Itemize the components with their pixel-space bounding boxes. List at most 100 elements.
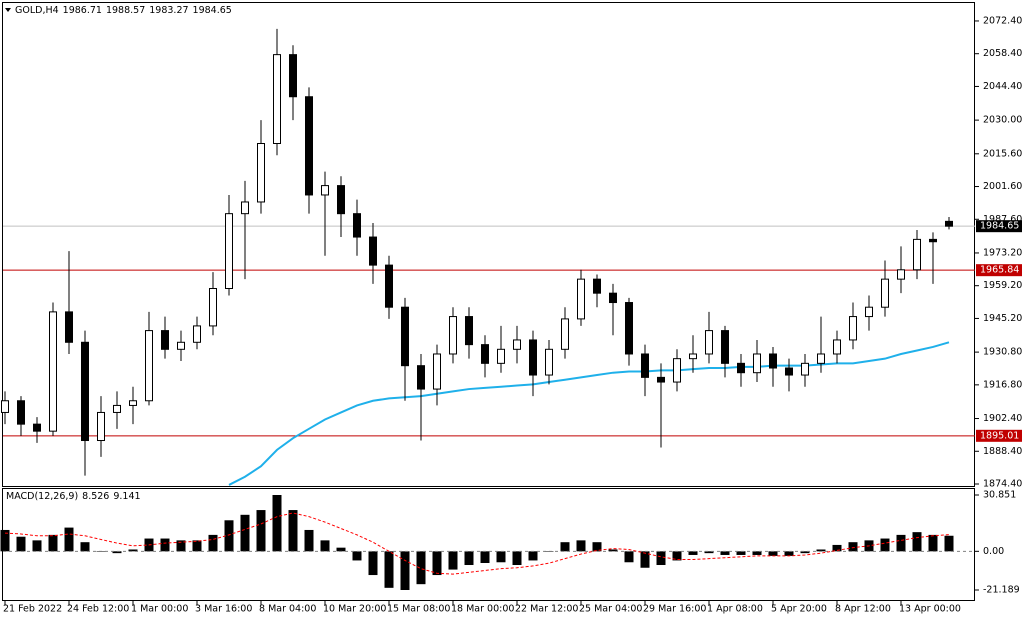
- macd-bar: [432, 551, 442, 576]
- y-tick-label: 2001.60: [983, 181, 1022, 192]
- y-tick-label: 1973.20: [983, 247, 1022, 258]
- macd-bar: [816, 549, 826, 552]
- candle-body: [385, 264, 393, 308]
- macd-bar: [32, 540, 42, 552]
- candle-body: [209, 288, 217, 327]
- menu-arrow[interactable]: [5, 8, 11, 12]
- price-label-box: [976, 264, 1022, 277]
- x-tick-label: 5 Apr 20:00: [771, 604, 827, 615]
- x-tick-label: 8 Apr 12:00: [835, 604, 891, 615]
- macd-bar: [576, 540, 586, 552]
- price-label-box: [976, 220, 1022, 233]
- x-tick-label: 24 Feb 12:00: [67, 604, 129, 615]
- candle-body: [545, 348, 553, 376]
- moving-average: [228, 341, 950, 486]
- candle-body: [833, 339, 841, 355]
- macd-bar: [880, 538, 890, 552]
- price-label: 1895.01: [980, 430, 1019, 441]
- candle-body: [593, 278, 601, 294]
- candle-body: [945, 220, 953, 227]
- macd-bar: [752, 551, 762, 555]
- symbol: GOLD,H4: [15, 5, 59, 16]
- macd-bar: [448, 551, 458, 570]
- x-tick-label: 18 Mar 00:00: [451, 604, 514, 615]
- candle-body: [417, 365, 425, 390]
- macd-bar: [896, 534, 906, 552]
- macd-bar: [192, 540, 202, 552]
- candle-body: [609, 292, 617, 304]
- macd-bar: [160, 538, 170, 552]
- y-tick-label: 2030.00: [983, 115, 1022, 126]
- x-tick-label: 13 Apr 00:00: [899, 604, 961, 615]
- x-tick-label: 15 Mar 08:00: [387, 604, 450, 615]
- header-high: 1988.57: [106, 5, 145, 16]
- macd-bar: [688, 551, 698, 555]
- x-tick-label: 21 Feb 2022: [3, 604, 62, 615]
- macd-bar: [800, 551, 810, 554]
- macd-bar: [416, 551, 426, 585]
- macd-bar: [512, 551, 522, 566]
- signal-value: 9.141: [113, 491, 140, 502]
- y-tick-label: 1930.80: [983, 347, 1022, 358]
- candle-body: [465, 316, 473, 346]
- candle-body: [673, 358, 681, 383]
- candle-body: [625, 302, 633, 355]
- candle-body: [785, 367, 793, 376]
- y-tick-label: 1959.20: [983, 280, 1022, 291]
- macd-bar: [336, 547, 346, 552]
- macd-bar: [848, 542, 858, 552]
- macd-bar: [224, 520, 234, 552]
- macd-bar: [400, 551, 410, 590]
- candle-body: [17, 400, 25, 425]
- macd-bar: [912, 532, 922, 552]
- candle-body: [177, 341, 185, 350]
- macd-bar: [832, 544, 842, 552]
- price-label: 1965.84: [980, 265, 1019, 276]
- candle-body: [225, 213, 233, 290]
- macd-bar: [128, 549, 138, 552]
- candle-body: [561, 318, 569, 350]
- candle-body: [81, 341, 89, 442]
- macd-bar: [240, 514, 250, 552]
- macd-bar: [560, 542, 570, 552]
- candle-body: [481, 344, 489, 364]
- candle-body: [929, 238, 937, 243]
- candle-body: [369, 236, 377, 266]
- macd-bar: [784, 551, 794, 556]
- macd-bar: [368, 551, 378, 576]
- y-tick-label: 1902.40: [983, 413, 1022, 424]
- macd-bar: [592, 542, 602, 552]
- y-tick-label: 1874.40: [983, 479, 1022, 490]
- y-tick-label: 2044.40: [983, 81, 1022, 92]
- candle-body: [449, 316, 457, 355]
- price-label: 1984.65: [980, 221, 1019, 232]
- candle-body: [513, 339, 521, 350]
- y-tick-label: 0.00: [983, 546, 1004, 557]
- macd-bar: [624, 551, 634, 563]
- candle-body: [849, 316, 857, 341]
- candle-body: [401, 306, 409, 367]
- candle-body: [1, 400, 9, 413]
- candle-body: [193, 325, 201, 343]
- macd-bar: [288, 510, 298, 552]
- macd-bar: [48, 534, 58, 552]
- y-tick-label: 1945.20: [983, 313, 1022, 324]
- x-tick-label: 1 Apr 08:00: [707, 604, 763, 615]
- candle-body: [641, 353, 649, 378]
- macd-label: MACD(12,26,9): [6, 491, 78, 502]
- x-tick-label: 8 Mar 04:00: [259, 604, 316, 615]
- candle-body: [529, 339, 537, 376]
- x-tick-label: 29 Mar 16:00: [643, 604, 706, 615]
- macd-bar: [80, 542, 90, 552]
- x-tick-label: 25 Mar 04:00: [579, 604, 642, 615]
- y-tick-label: -21.189: [983, 584, 1020, 595]
- candle-body: [897, 269, 905, 280]
- candle-body: [65, 311, 73, 343]
- x-tick-label: 1 Mar 00:00: [131, 604, 188, 615]
- header-open: 1986.71: [63, 5, 102, 16]
- y-tick-label: 1916.80: [983, 379, 1022, 390]
- candle-body: [49, 311, 57, 432]
- y-tick-label: 1888.40: [983, 446, 1022, 457]
- signal-line: [4, 512, 950, 575]
